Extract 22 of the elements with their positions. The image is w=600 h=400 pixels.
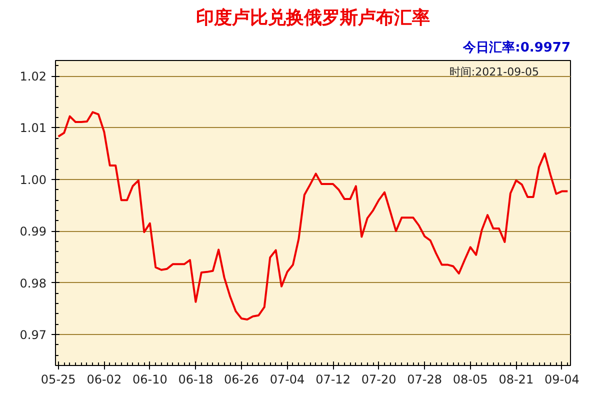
annotation: 时间:2021-09-05 <box>449 66 540 78</box>
x-tick-label: 07-12 <box>316 372 350 386</box>
x-tick-label: 07-28 <box>407 372 442 386</box>
chart-title: 印度卢比兑换俄罗斯卢布汇率 <box>196 8 430 28</box>
chart-subtitle: 今日汇率:0.9977 <box>462 40 571 56</box>
x-tick-label: 06-18 <box>178 372 214 386</box>
x-tick-label: 06-02 <box>86 372 122 386</box>
x-tick-label: 05-25 <box>40 372 76 386</box>
x-tick-label: 08-21 <box>498 372 534 386</box>
y-tick-label: 1.02 <box>20 70 46 84</box>
x-tick-label: 06-10 <box>132 372 168 386</box>
y-tick-label: 0.99 <box>20 224 46 239</box>
line-series <box>57 111 569 320</box>
x-tick-label: 08-05 <box>452 372 488 386</box>
y-tick-label: 1.00 <box>20 172 46 187</box>
x-tick-label: 06-26 <box>224 372 259 386</box>
y-tick-label: 0.97 <box>20 328 46 342</box>
x-tick-label: 07-20 <box>361 372 396 386</box>
x-tick-label: 09-04 <box>544 372 580 386</box>
y-tick-label: 0.98 <box>20 276 46 290</box>
y-tick-label: 1.01 <box>20 121 46 136</box>
x-tick-label: 07-04 <box>270 372 305 386</box>
